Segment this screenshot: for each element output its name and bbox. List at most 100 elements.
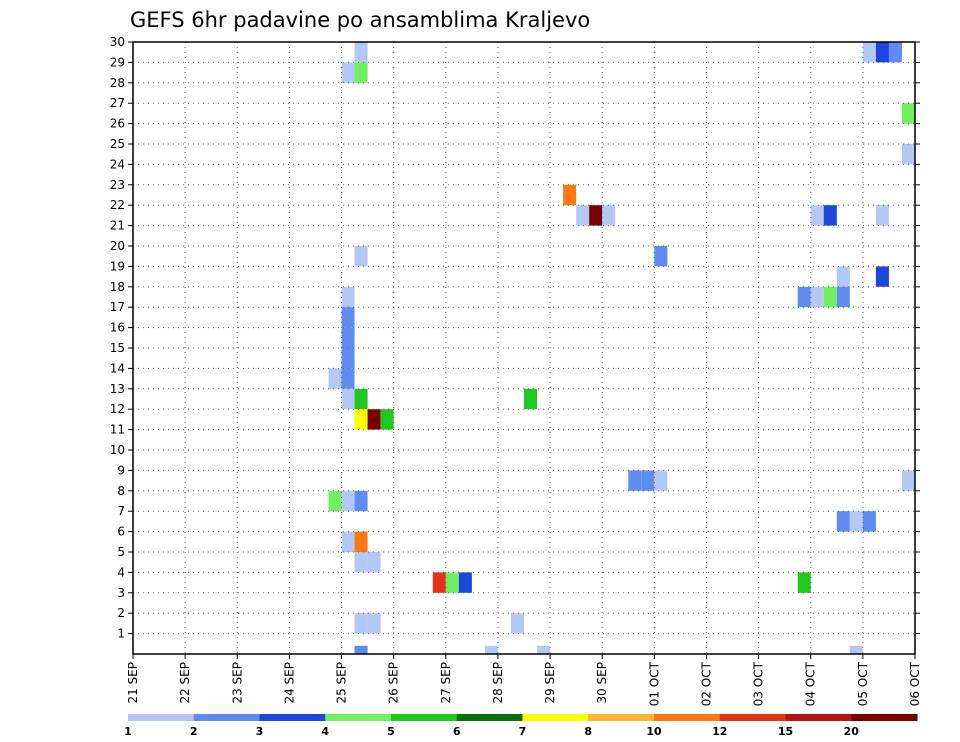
heatmap-cell xyxy=(354,490,368,512)
legend-label: 7 xyxy=(519,725,527,738)
legend-swatch xyxy=(391,714,458,721)
heatmap-cell xyxy=(589,205,603,226)
legend-label: 4 xyxy=(321,725,329,738)
heatmap-cell xyxy=(354,388,368,410)
y-tick-label: 20 xyxy=(110,239,125,253)
heatmap-cell xyxy=(823,286,837,308)
legend-swatch xyxy=(588,714,655,721)
heatmap-cell xyxy=(354,409,368,430)
heatmap-cell xyxy=(563,184,577,206)
y-tick-label: 26 xyxy=(110,117,125,131)
y-tick-label: 7 xyxy=(117,504,125,518)
heatmap-cell xyxy=(628,470,642,491)
legend-swatch xyxy=(785,714,852,721)
legend-swatch xyxy=(259,714,326,721)
y-tick-label: 21 xyxy=(110,219,125,233)
heatmap-cell xyxy=(367,552,381,573)
color-legend: 1 2 3 4 5 6 7 8 10 12 15 20 xyxy=(124,714,918,738)
heatmap-cell xyxy=(380,409,394,430)
x-tick-label: 03 OCT xyxy=(752,661,766,706)
y-tick-label: 24 xyxy=(110,157,125,171)
heatmap-cell xyxy=(354,552,368,573)
legend-label: 2 xyxy=(190,725,198,738)
legend-swatch xyxy=(128,714,195,721)
y-tick-label: 18 xyxy=(110,280,125,294)
heatmap-cell xyxy=(862,42,876,63)
x-tick-label: 25 SEP xyxy=(335,662,349,704)
heatmap-cell xyxy=(484,645,498,654)
x-tick-label: 05 OCT xyxy=(856,661,870,706)
heatmap-cell xyxy=(341,307,355,328)
x-tick-label: 22 SEP xyxy=(178,662,192,704)
legend-swatch xyxy=(193,714,260,721)
y-axis-ticks: 1234567891011121314151617181920212223242… xyxy=(110,35,920,641)
heatmap-cell xyxy=(354,62,368,83)
heatmap-cell xyxy=(524,388,538,410)
x-tick-label: 27 SEP xyxy=(439,662,453,704)
y-tick-label: 5 xyxy=(117,545,125,559)
heatmap-cell xyxy=(354,531,368,552)
heatmap-cell xyxy=(797,572,811,593)
y-tick-label: 4 xyxy=(117,565,125,579)
heatmap-cell xyxy=(341,388,355,410)
legend-swatch xyxy=(522,714,589,721)
heatmap-cell xyxy=(836,266,850,287)
y-tick-label: 23 xyxy=(110,178,125,192)
x-tick-label: 30 SEP xyxy=(595,662,609,704)
y-tick-label: 10 xyxy=(110,443,125,457)
y-tick-label: 28 xyxy=(110,76,125,90)
heatmap-cell xyxy=(367,613,381,634)
heatmap-cell xyxy=(341,348,355,369)
heatmap-cell xyxy=(654,470,668,491)
heatmap-cell xyxy=(341,490,355,512)
heatmap-cell xyxy=(354,42,368,63)
legend-swatch xyxy=(456,714,523,721)
heatmap-cell xyxy=(354,246,368,267)
heatmap-cell xyxy=(849,511,863,532)
heatmap-cell xyxy=(354,613,368,634)
x-tick-label: 28 SEP xyxy=(491,662,505,704)
heatmap-cell xyxy=(875,266,889,287)
heatmap-cell xyxy=(537,645,551,654)
y-tick-label: 9 xyxy=(117,463,125,477)
y-tick-label: 29 xyxy=(110,55,125,69)
y-tick-label: 2 xyxy=(117,606,125,620)
heatmap-cell xyxy=(602,205,616,226)
heatmap-cell xyxy=(862,511,876,532)
heatmap-cell xyxy=(432,572,446,593)
x-tick-label: 24 SEP xyxy=(282,662,296,704)
legend-label: 1 xyxy=(124,725,132,738)
heatmap-cell xyxy=(901,144,915,165)
heatmap-cell xyxy=(341,286,355,308)
y-tick-label: 30 xyxy=(110,35,125,49)
x-tick-label: 06 OCT xyxy=(908,661,922,706)
y-tick-label: 19 xyxy=(110,259,125,273)
heatmap-cell xyxy=(328,490,342,512)
heatmap-cell xyxy=(901,103,915,124)
x-tick-label: 04 OCT xyxy=(804,661,818,706)
heatmap-cell xyxy=(510,613,524,634)
heatmap-cell xyxy=(836,286,850,308)
legend-swatch xyxy=(654,714,721,721)
legend-label: 15 xyxy=(778,725,793,738)
y-tick-label: 1 xyxy=(117,627,125,641)
legend-swatch xyxy=(719,714,786,721)
heatmap-cells xyxy=(328,42,915,654)
heatmap-cell xyxy=(354,645,368,654)
heatmap-cell xyxy=(875,42,889,63)
heatmap-cell xyxy=(654,246,668,267)
y-tick-label: 8 xyxy=(117,484,125,498)
x-tick-label: 23 SEP xyxy=(230,662,244,704)
heatmap-cell xyxy=(367,409,381,430)
heatmap-cell xyxy=(888,42,902,63)
heatmap-cell xyxy=(328,368,342,389)
y-tick-label: 17 xyxy=(110,300,125,314)
legend-label: 8 xyxy=(584,725,592,738)
x-axis-ticks: 21 SEP 22 SEP 23 SEP 24 SEP 25 SEP 26 SEP 27 S… xyxy=(126,654,922,706)
heatmap-cell xyxy=(810,286,824,308)
heatmap-cell xyxy=(823,205,837,226)
y-tick-label: 15 xyxy=(110,341,125,355)
chart-title: GEFS 6hr padavine po ansamblima Kraljevo xyxy=(130,8,590,32)
heatmap-cell xyxy=(810,205,824,226)
